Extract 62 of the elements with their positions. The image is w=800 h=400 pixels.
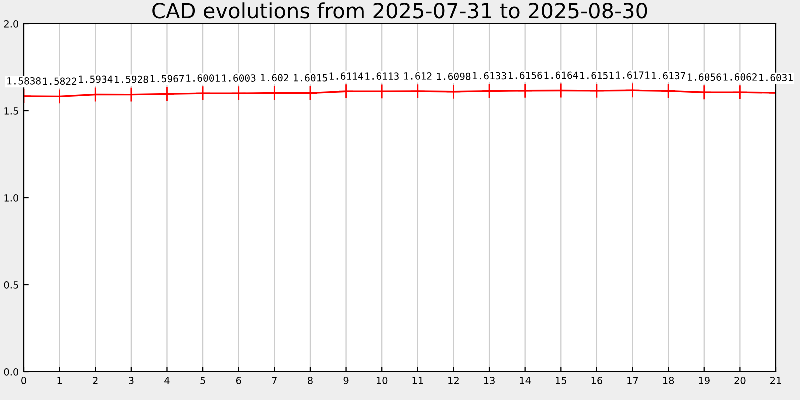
x-tick-label: 7 <box>272 377 277 384</box>
point <box>410 84 426 100</box>
data-label: 1.6164 <box>544 72 578 80</box>
point <box>338 84 354 100</box>
data-label: 1.6098 <box>437 72 471 80</box>
data-label: 1.6056 <box>688 74 722 82</box>
point <box>660 84 676 99</box>
point <box>52 89 68 104</box>
x-tick-label: 12 <box>448 377 459 384</box>
x-tick-label: 14 <box>520 377 531 384</box>
data-label: 1.6171 <box>616 72 650 80</box>
y-tick-label: 0.0 <box>4 368 18 376</box>
data-label: 1.6133 <box>473 72 506 80</box>
point <box>195 86 211 102</box>
data-label: 1.5934 <box>79 76 113 84</box>
data-label: 1.6031 <box>760 74 793 82</box>
x-tick-label: 17 <box>628 377 638 384</box>
data-label: 1.5822 <box>43 78 77 86</box>
point <box>518 83 533 99</box>
x-tick-label: 3 <box>129 377 134 384</box>
y-tick-label: 1.5 <box>4 108 18 115</box>
data-label: 1.6113 <box>366 72 399 80</box>
data-label: 1.6156 <box>508 72 542 80</box>
data-label: 1.6062 <box>724 74 757 81</box>
x-tick-label: 13 <box>484 377 495 384</box>
point <box>446 84 462 100</box>
data-label: 1.612 <box>404 72 432 80</box>
x-tick-label: 8 <box>308 377 313 384</box>
x-tick-label: 21 <box>770 377 782 384</box>
x-tick-label: 18 <box>663 377 674 384</box>
y-tick-label: 2.0 <box>4 20 18 28</box>
point <box>231 86 246 102</box>
point <box>625 82 640 98</box>
data-label: 1.6114 <box>330 72 364 80</box>
x-tick-label: 16 <box>592 377 603 384</box>
x-tick-label: 19 <box>699 377 710 384</box>
x-tick-label: 10 <box>376 377 388 384</box>
point <box>696 84 712 100</box>
y-tick-label: 1.0 <box>4 194 18 202</box>
x-tick-label: 11 <box>412 377 424 384</box>
x-tick-label: 9 <box>344 377 349 384</box>
x-tick-label: 0 <box>22 377 26 384</box>
data-label: 1.6003 <box>222 74 256 82</box>
data-label: 1.6001 <box>186 74 220 82</box>
data-label: 1.6137 <box>652 72 686 80</box>
x-tick-label: 15 <box>556 377 566 384</box>
data-label: 1.6015 <box>294 74 328 82</box>
x-tick-label: 5 <box>200 377 206 384</box>
data-label: 1.6151 <box>580 72 614 80</box>
data-label: 1.5967 <box>150 75 184 83</box>
data-label: 1.5838 <box>8 77 41 85</box>
y-tick-label: 0.5 <box>4 281 18 289</box>
x-tick-label: 2 <box>93 377 98 384</box>
x-tick-label: 4 <box>164 377 170 384</box>
x-tick-label: 20 <box>734 377 746 384</box>
x-tick-label: 1 <box>58 377 62 384</box>
point <box>732 84 748 100</box>
data-label: 1.602 <box>261 74 288 82</box>
chart-title: CAD evolutions from 2025-07-31 to 2025-08-30 <box>152 2 648 19</box>
x-tick-label: 6 <box>236 377 242 384</box>
point <box>589 83 605 99</box>
data-label: 1.5928 <box>115 76 148 84</box>
